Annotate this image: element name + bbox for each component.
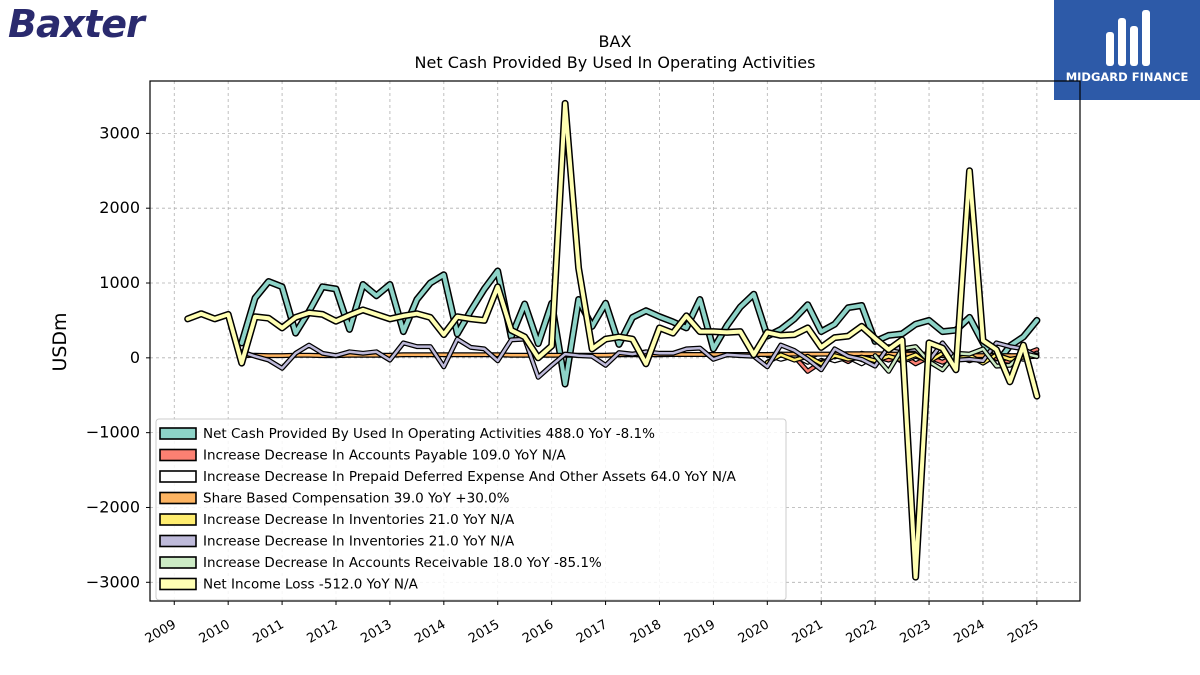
series-layer (184, 99, 1041, 581)
x-tick-label: 2022 (844, 617, 880, 647)
x-tick-label: 2012 (304, 617, 340, 647)
baxter-logo: Baxter (8, 2, 145, 46)
y-tick-label: −1000 (86, 423, 140, 442)
y-ticks: 3000 2000 1000 0 −1000 −2000 −3000 (86, 123, 150, 591)
legend-swatch (159, 534, 197, 548)
x-ticks: 2009 2010 2011 2012 2013 2014 2015 2016 2017 2018… (143, 601, 1041, 647)
x-tick-label: 2023 (897, 617, 933, 647)
legend-swatch (159, 513, 197, 526)
y-axis-label: USDm (49, 312, 71, 371)
y-tick-label: −3000 (86, 572, 140, 591)
x-tick-label: 2014 (412, 617, 448, 647)
series-line (239, 269, 1039, 386)
legend-swatch (159, 577, 197, 591)
x-tick-label: 2020 (736, 617, 772, 647)
legend-entry: Increase Decrease In Inventories 21.0 Yo… (203, 534, 515, 550)
plot-frame (149, 80, 1081, 602)
midgard-emblem-icon (1106, 10, 1150, 66)
legend-swatch (159, 470, 197, 483)
legend-swatch (159, 448, 197, 462)
y-tick-label: −2000 (86, 497, 140, 516)
legend-swatch (159, 491, 197, 505)
x-tick-label: 2017 (574, 617, 610, 647)
series-0 (238, 267, 1041, 388)
legend-entry: Increase Decrease In Inventories 21.0 Yo… (203, 512, 515, 528)
x-tick-label: 2021 (790, 617, 826, 647)
legend-entry: Net Cash Provided By Used In Operating A… (203, 426, 655, 442)
legend-swatch (159, 556, 197, 569)
x-tick-label: 2013 (358, 617, 394, 647)
x-tick-label: 2015 (466, 617, 502, 647)
y-tick-label: 1000 (99, 273, 140, 292)
y-tick-label: 0 (130, 348, 140, 367)
x-tick-label: 2019 (682, 617, 718, 647)
legend-box (155, 418, 787, 601)
chart-subtitle: Net Cash Provided By Used In Operating A… (415, 53, 816, 72)
series-7 (184, 99, 1041, 581)
x-tick-label: 2010 (197, 617, 233, 647)
series-line (185, 101, 1039, 580)
x-tick-label: 2025 (1005, 617, 1041, 647)
x-tick-label: 2011 (251, 617, 287, 647)
midgard-finance-logo: MIDGARD FINANCE (1054, 0, 1200, 100)
legend-entry: Net Income Loss -512.0 YoY N/A (203, 577, 419, 593)
legend-swatch (159, 427, 197, 440)
chart-title: BAX (599, 32, 632, 51)
legend: Net Cash Provided By Used In Operating A… (155, 418, 787, 601)
legend-entry: Increase Decrease In Accounts Payable 10… (203, 448, 566, 464)
legend-entry: Increase Decrease In Prepaid Deferred Ex… (203, 469, 737, 485)
legend-entry: Increase Decrease In Accounts Receivable… (203, 555, 602, 571)
y-tick-label: 2000 (99, 198, 140, 217)
midgard-finance-text: MIDGARD FINANCE (1065, 70, 1189, 84)
legend-entry: Share Based Compensation 39.0 YoY +30.0% (203, 491, 510, 507)
x-tick-label: 2009 (143, 617, 179, 647)
x-tick-label: 2016 (520, 617, 556, 647)
y-tick-label: 3000 (99, 123, 140, 142)
x-tick-label: 2024 (951, 617, 987, 647)
x-tick-label: 2018 (628, 617, 664, 647)
